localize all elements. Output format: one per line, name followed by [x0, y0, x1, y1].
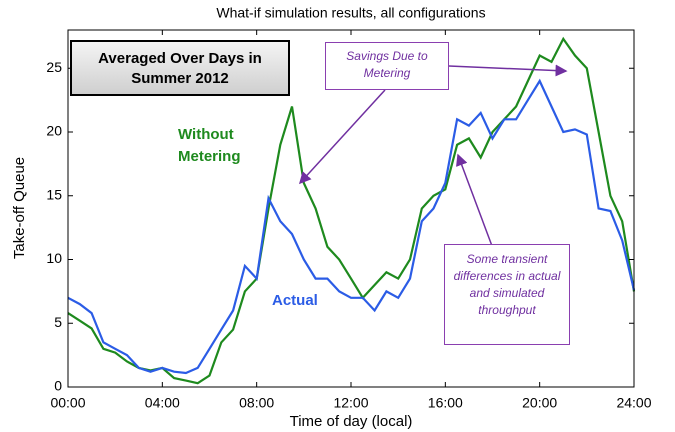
x-tick-label: 16:00 — [428, 395, 463, 411]
x-tick-label: 12:00 — [333, 395, 368, 411]
y-tick-label: 15 — [46, 186, 62, 202]
arrow — [298, 89, 386, 185]
line — [67, 78, 636, 375]
y-axis-label: Take-off Queue — [11, 157, 28, 259]
annotation: Averaged Over Days in Summer 2012 — [70, 40, 290, 96]
arrow — [448, 64, 568, 77]
y-tick-label: 5 — [54, 314, 62, 330]
plot-area: 0 5 10 15 20 25 00:00 04:00 08:00 12:00 16:00 20:00… — [46, 29, 652, 411]
annotation: Some transient differences in actual and… — [444, 244, 570, 345]
y-tick-label: 10 — [46, 250, 62, 266]
x-tick-label: 00:00 — [50, 395, 85, 411]
x-tick-label: 24:00 — [616, 395, 651, 411]
y-tick-label: 25 — [46, 59, 62, 75]
series-label: Actual — [272, 292, 318, 309]
arrow — [456, 153, 493, 247]
x-tick-label: 20:00 — [522, 395, 557, 411]
x-axis-label: Time of day (local) — [290, 413, 413, 430]
x-tick-label: 04:00 — [145, 395, 180, 411]
annotation: Savings Due to Metering — [325, 42, 449, 90]
y-tick-label: 0 — [54, 378, 62, 394]
series-label: Without Metering — [178, 126, 241, 165]
y-tick-label: 20 — [46, 123, 62, 139]
x-tick-label: 08:00 — [239, 395, 274, 411]
chart-title: What-if simulation results, all configur… — [216, 5, 485, 21]
